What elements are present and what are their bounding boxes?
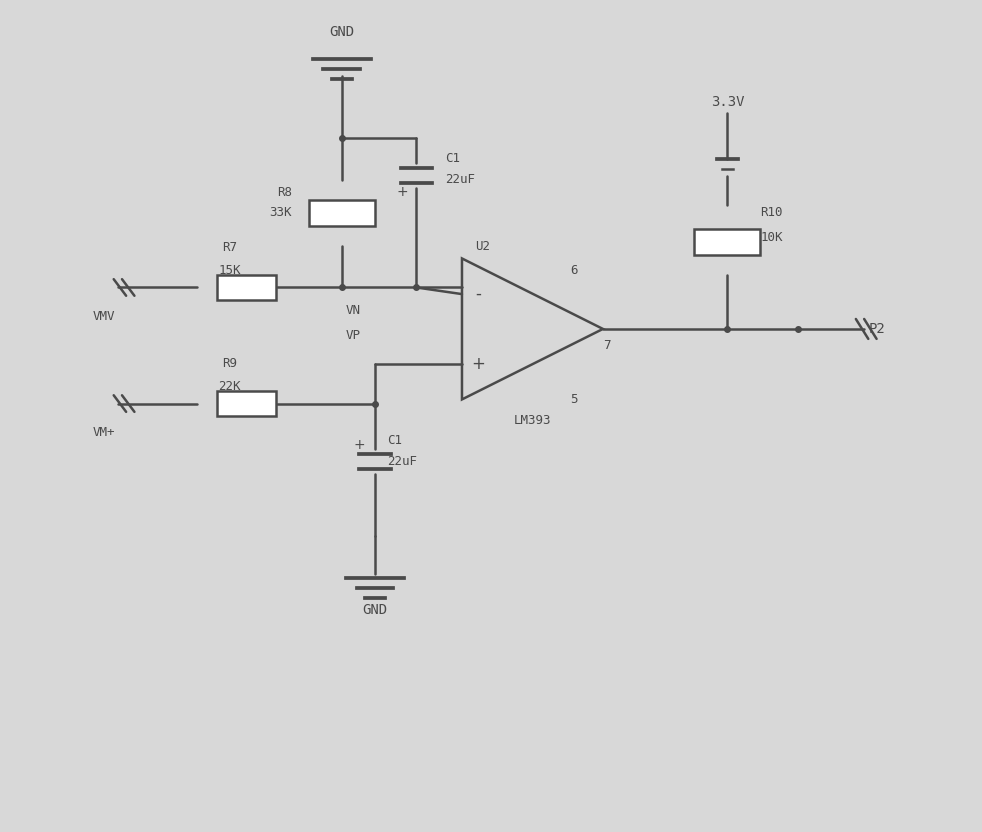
Text: 33K: 33K bbox=[269, 206, 292, 220]
Text: C1: C1 bbox=[446, 152, 461, 166]
Text: GND: GND bbox=[329, 25, 355, 39]
Text: 22uF: 22uF bbox=[446, 173, 475, 186]
Text: P2: P2 bbox=[868, 322, 885, 336]
Bar bbox=[216, 275, 276, 300]
Text: R8: R8 bbox=[277, 186, 292, 199]
Text: -: - bbox=[475, 285, 481, 303]
Text: 5: 5 bbox=[571, 393, 577, 406]
Text: +: + bbox=[397, 185, 409, 199]
Text: VM+: VM+ bbox=[93, 426, 116, 439]
Text: VN: VN bbox=[346, 304, 361, 317]
Text: 3.3V: 3.3V bbox=[711, 95, 744, 109]
Text: R9: R9 bbox=[222, 358, 238, 370]
Bar bbox=[216, 391, 276, 416]
Text: 15K: 15K bbox=[219, 264, 241, 277]
Text: GND: GND bbox=[362, 602, 388, 617]
Text: +: + bbox=[471, 354, 485, 373]
Text: 6: 6 bbox=[571, 265, 577, 277]
Text: +: + bbox=[354, 438, 365, 452]
Text: 22K: 22K bbox=[219, 379, 241, 393]
Text: VMV: VMV bbox=[93, 310, 116, 323]
Bar bbox=[694, 229, 760, 255]
Text: U2: U2 bbox=[475, 240, 490, 252]
Bar bbox=[308, 200, 375, 226]
Text: 7: 7 bbox=[603, 339, 611, 352]
Text: 10K: 10K bbox=[760, 231, 783, 245]
Text: 22uF: 22uF bbox=[387, 455, 417, 468]
Text: R7: R7 bbox=[222, 241, 238, 255]
Text: C1: C1 bbox=[387, 434, 403, 448]
Text: R10: R10 bbox=[760, 206, 783, 220]
Text: VP: VP bbox=[346, 329, 361, 342]
Text: LM393: LM393 bbox=[514, 414, 551, 427]
